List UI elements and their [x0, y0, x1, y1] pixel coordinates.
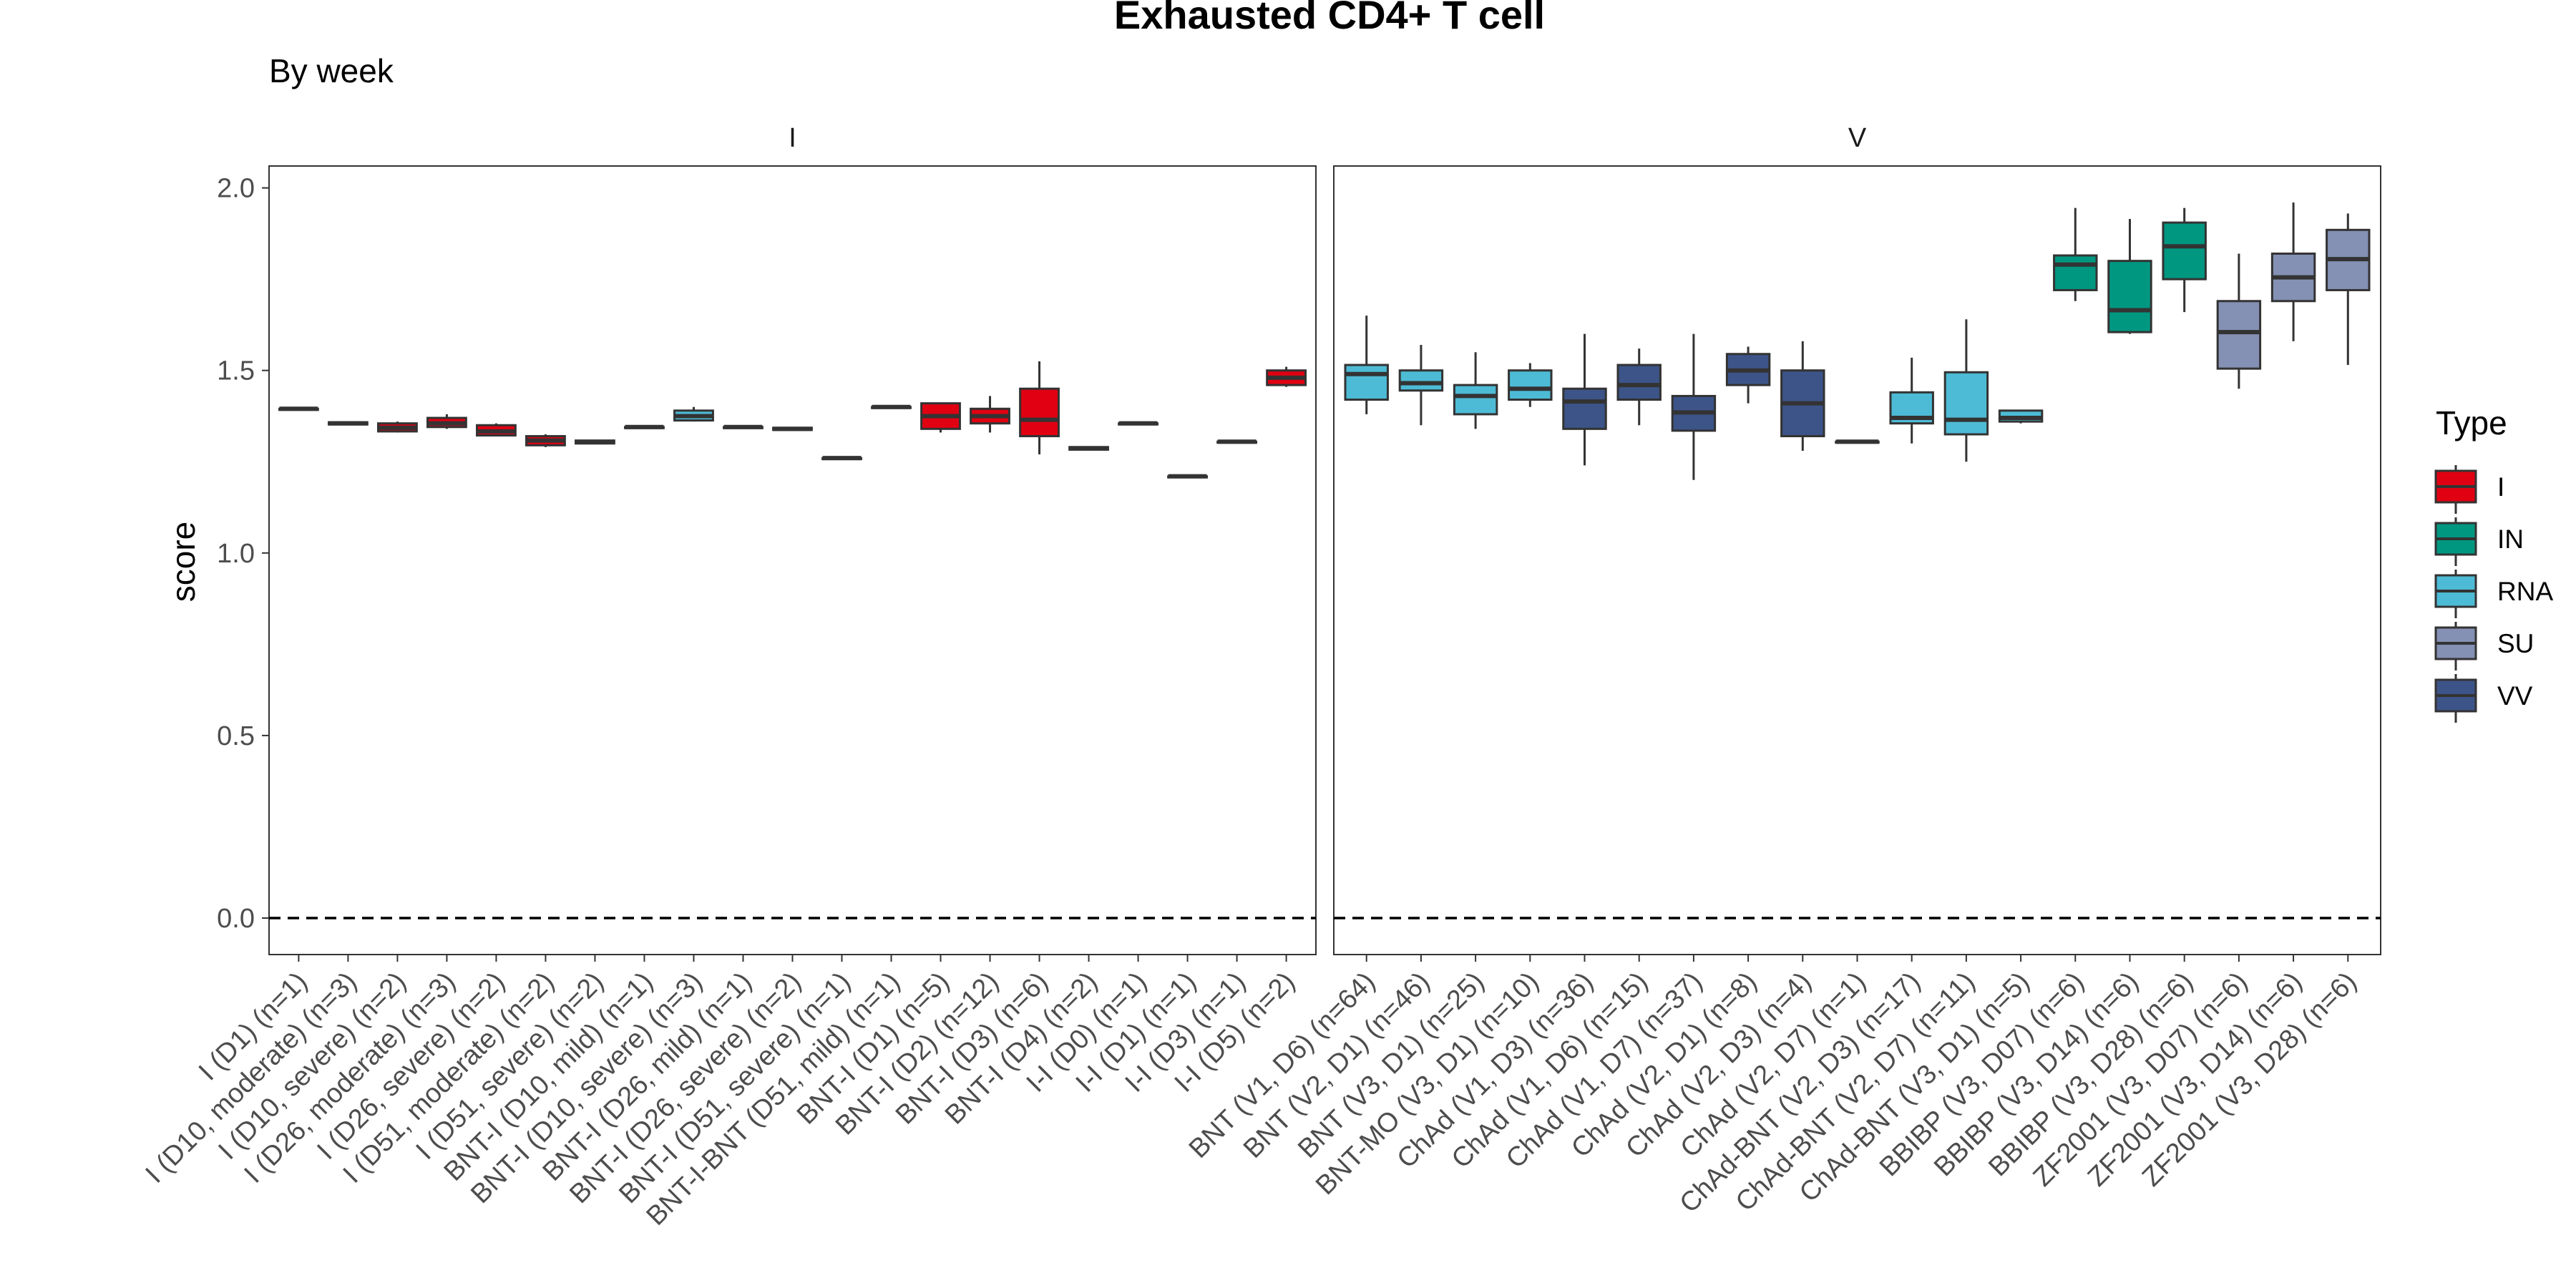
boxplot: [1266, 366, 1307, 387]
boxplot: [2053, 208, 2098, 301]
legend-label: VV: [2497, 681, 2533, 711]
y-tick-label: 0.5: [217, 721, 255, 751]
facet-strip-label: I: [789, 123, 796, 153]
boxplot: [1725, 346, 1771, 404]
boxplot: [1118, 421, 1158, 426]
boxplot: [871, 404, 912, 409]
panel-border: [1333, 165, 2381, 955]
boxplot: [2107, 218, 2152, 334]
box: [1508, 369, 1553, 401]
legend-title: Type: [2436, 404, 2507, 441]
legend-key-RNA: RNA: [2434, 570, 2553, 618]
boxplot: [1616, 348, 1662, 426]
box: [1562, 387, 1607, 430]
boxplot: [723, 424, 763, 429]
boxplot: [920, 402, 961, 433]
box: [1943, 371, 1989, 436]
boxplot: [1943, 319, 1989, 462]
boxplot: [970, 396, 1010, 433]
boxplot: [624, 424, 665, 429]
y-tick-label: 1.0: [217, 539, 255, 569]
boxplot: [377, 421, 418, 433]
boxplot: [2270, 203, 2316, 341]
boxplot: [1453, 352, 1498, 429]
panel-border: [268, 165, 1317, 955]
legend-label: RNA: [2497, 577, 2553, 606]
boxplot: [1344, 316, 1389, 414]
boxplot: [821, 456, 862, 461]
chart-subtitle: By week: [269, 52, 394, 89]
box: [2162, 221, 2207, 280]
box: [1398, 369, 1444, 392]
legend-label: IN: [2497, 525, 2524, 554]
boxplot: [476, 423, 517, 437]
legend-keys: I IN RNA SU VV: [2434, 465, 2553, 723]
facet-panels: I0.00.51.01.52.0I (D1) (n=1)I (D10, mode…: [140, 123, 2381, 1231]
boxplot: [1216, 439, 1257, 444]
boxplot: [772, 426, 813, 431]
boxplot: [1889, 357, 1934, 444]
legend-key-IN: IN: [2434, 517, 2524, 566]
legend: Type I IN RNA SU VV: [2434, 404, 2553, 723]
box: [2107, 260, 2152, 333]
boxplot: [525, 434, 566, 447]
boxplot: [1998, 409, 2044, 424]
y-tick-label: 0.0: [217, 904, 255, 934]
legend-key-SU: SU: [2434, 622, 2534, 670]
legend-key-I: I: [2434, 465, 2504, 514]
boxplot: [2216, 253, 2262, 389]
chart-title: Exhausted CD4+ T cell: [1114, 0, 1545, 37]
y-axis-title: score: [165, 522, 202, 602]
boxplot: [278, 406, 319, 411]
legend-label: SU: [2497, 629, 2534, 658]
box: [1344, 364, 1389, 401]
box: [1019, 387, 1060, 438]
boxplot: [575, 439, 615, 445]
y-tick-label: 2.0: [217, 174, 255, 204]
boxplot: [1835, 439, 1880, 444]
boxplot: [1398, 344, 1444, 426]
box: [2216, 300, 2262, 370]
boxplot: [426, 414, 467, 429]
boxplot: [2162, 208, 2207, 313]
boxplot: [673, 406, 714, 422]
y-tick-label: 1.5: [217, 356, 255, 386]
boxplot: [328, 421, 369, 426]
legend-key-VV: VV: [2434, 674, 2533, 723]
box: [1453, 384, 1498, 416]
boxplot: [1019, 361, 1060, 455]
boxplot: [1562, 333, 1607, 466]
boxplot: [1508, 363, 1553, 407]
legend-label: I: [2497, 472, 2504, 502]
boxplot: [2326, 213, 2371, 366]
facet-strip-label: V: [1848, 123, 1867, 153]
boxplot: [1671, 333, 1717, 480]
boxplot: [1068, 446, 1109, 451]
boxplot: [1780, 341, 1825, 451]
box: [1616, 364, 1662, 401]
box: [2053, 254, 2098, 291]
boxplot: [1167, 474, 1208, 479]
panel-I: I0.00.51.01.52.0I (D1) (n=1)I (D10, mode…: [140, 123, 1317, 1231]
